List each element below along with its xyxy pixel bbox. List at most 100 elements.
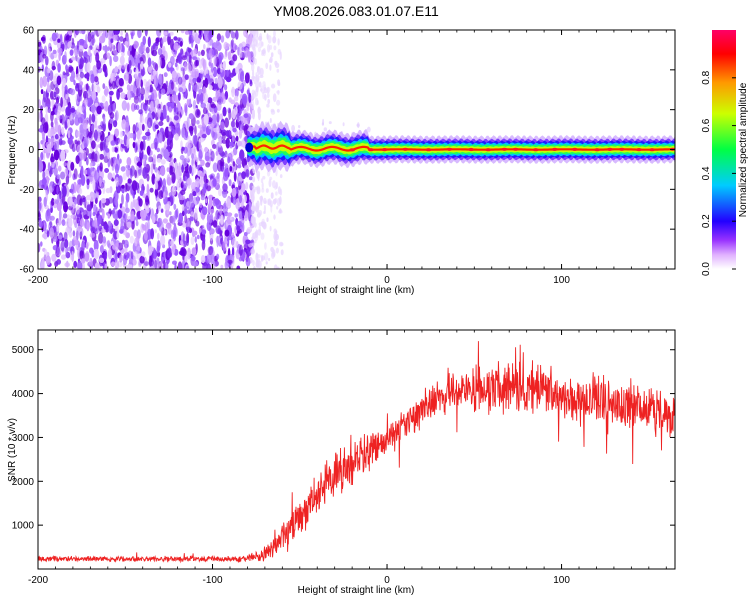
faint-noise-blob <box>263 204 266 213</box>
noise-blob <box>154 229 157 234</box>
noise-blob <box>154 177 158 185</box>
noise-blob <box>158 73 163 85</box>
noise-blob <box>200 159 205 166</box>
noise-blob <box>104 44 108 55</box>
snr-xtick-label: 0 <box>384 575 390 586</box>
noise-blob <box>184 61 188 72</box>
noise-blob <box>214 77 218 85</box>
noise-blob <box>105 148 110 153</box>
noise-blob <box>241 93 248 105</box>
noise-blob <box>89 191 95 202</box>
noise-blob <box>83 142 87 148</box>
signal-hotspot <box>618 147 625 151</box>
noise-blob <box>231 237 237 249</box>
noise-blob <box>207 246 214 256</box>
signal-hotspot <box>594 148 601 152</box>
noise-blob <box>40 89 44 95</box>
noise-blob <box>136 161 143 167</box>
noise-blob <box>71 70 76 81</box>
noise-blob <box>177 53 182 63</box>
noise-blob <box>171 215 176 225</box>
noise-blob <box>117 153 120 161</box>
noise-blob <box>78 84 83 91</box>
noise-blob <box>179 40 183 47</box>
noise-blob <box>227 156 231 164</box>
noise-blob <box>138 46 143 57</box>
noise-blob <box>195 157 199 163</box>
noise-blob <box>73 168 78 180</box>
noise-blob <box>228 108 232 121</box>
noise-blob <box>56 174 61 180</box>
faint-noise-blob <box>254 186 258 191</box>
noise-blob <box>207 97 213 104</box>
faint-noise-blob <box>260 195 263 203</box>
signal-hotspot <box>551 147 558 151</box>
noise-blob <box>101 198 107 204</box>
noise-blob <box>228 97 232 103</box>
noise-blob <box>62 77 67 87</box>
noise-blob <box>218 52 224 61</box>
faint-noise-blob <box>272 93 277 103</box>
noise-blob <box>85 242 89 250</box>
noise-blob <box>169 139 174 150</box>
noise-blob <box>193 84 199 92</box>
noise-blob <box>132 123 136 134</box>
noise-blob <box>137 86 141 97</box>
faint-noise-blob <box>270 192 274 199</box>
faint-noise-blob <box>271 83 276 89</box>
noise-blob <box>122 172 127 181</box>
noise-blob <box>139 114 143 124</box>
noise-blob <box>107 172 113 180</box>
noise-blob <box>61 126 65 136</box>
noise-blob <box>169 125 175 131</box>
noise-blob <box>172 229 177 242</box>
noise-blob <box>86 61 91 73</box>
noise-blob <box>200 172 205 177</box>
noise-blob <box>231 86 236 98</box>
noise-blob <box>196 177 200 188</box>
faint-noise-blob <box>328 121 332 125</box>
noise-blob <box>79 218 85 227</box>
noise-blob <box>67 130 71 139</box>
noise-blob <box>104 168 109 173</box>
noise-blob <box>116 233 120 238</box>
noise-blob <box>163 230 167 235</box>
noise-blob <box>159 166 166 177</box>
noise-blob <box>211 49 216 56</box>
noise-blob <box>140 61 144 70</box>
faint-noise-blob <box>266 33 269 40</box>
noise-blob <box>56 222 60 229</box>
noise-blob <box>64 221 68 226</box>
noise-blob <box>129 132 135 139</box>
signal-hotspot <box>425 148 432 152</box>
noise-blob <box>126 90 131 100</box>
noise-blob <box>208 197 213 208</box>
noise-blob <box>85 83 89 91</box>
noise-blob <box>105 187 111 194</box>
faint-noise-blob <box>256 259 260 268</box>
noise-blob <box>217 145 223 155</box>
noise-blob <box>147 36 151 48</box>
noise-blob <box>117 209 123 219</box>
faint-noise-blob <box>279 208 282 214</box>
noise-blob <box>224 260 229 269</box>
faint-noise-blob <box>276 108 280 113</box>
faint-noise-blob <box>257 229 262 236</box>
noise-blob <box>74 30 80 36</box>
noise-blob <box>165 80 169 88</box>
faint-noise-blob <box>298 125 301 129</box>
noise-blob <box>243 113 249 118</box>
snr-ytick-label: 3000 <box>12 433 35 444</box>
faint-noise-blob <box>251 195 254 204</box>
noise-blob <box>196 93 202 102</box>
noise-blob <box>236 140 243 147</box>
noise-blob <box>133 190 137 195</box>
noise-blob <box>46 143 52 154</box>
noise-blob <box>76 130 81 137</box>
noise-blob <box>208 85 213 90</box>
noise-blob <box>98 30 102 37</box>
noise-blob <box>186 237 190 247</box>
noise-blob <box>131 46 136 58</box>
noise-blob <box>146 52 150 59</box>
noise-blob <box>222 106 227 117</box>
